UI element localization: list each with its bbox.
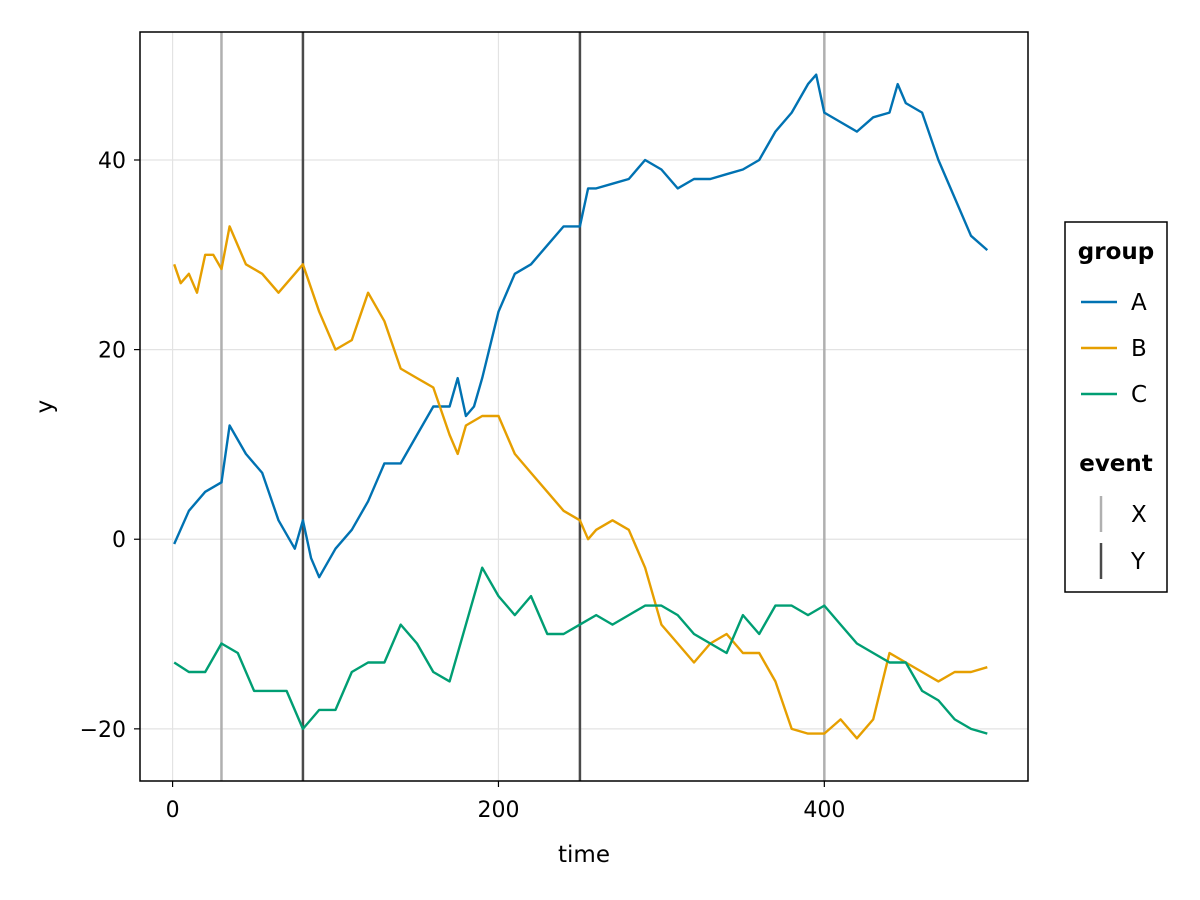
series-line-a — [173, 73, 989, 579]
y-axis-label: y — [32, 400, 58, 414]
x-axis-ticks: 0 200 400 — [166, 781, 845, 823]
legend-label-x: X — [1131, 502, 1147, 528]
y-axis-ticks: −20 0 20 40 — [80, 149, 140, 743]
x-tick-label: 0 — [166, 798, 180, 823]
event-lines — [220, 32, 826, 781]
legend-label-b: B — [1131, 336, 1147, 362]
series-line-b — [173, 225, 988, 740]
legend-title-group: group — [1078, 239, 1154, 265]
x-tick-label: 400 — [803, 798, 845, 823]
y-tick-label: 0 — [112, 528, 126, 553]
x-tick-label: 200 — [477, 798, 519, 823]
legend-title-event: event — [1079, 451, 1153, 477]
plot-frame — [139, 31, 1029, 782]
series-lines — [173, 73, 989, 740]
x-axis-label: time — [558, 842, 610, 868]
grid-lines — [140, 32, 1028, 781]
y-tick-label: 20 — [98, 339, 126, 364]
legend-label-c: C — [1131, 382, 1147, 408]
y-tick-label: 40 — [98, 149, 126, 174]
legend-label-a: A — [1131, 290, 1147, 316]
legend-box — [1064, 221, 1168, 593]
series-line-c — [173, 566, 988, 735]
y-tick-label: −20 — [80, 718, 126, 743]
legend-label-y: Y — [1130, 549, 1146, 575]
